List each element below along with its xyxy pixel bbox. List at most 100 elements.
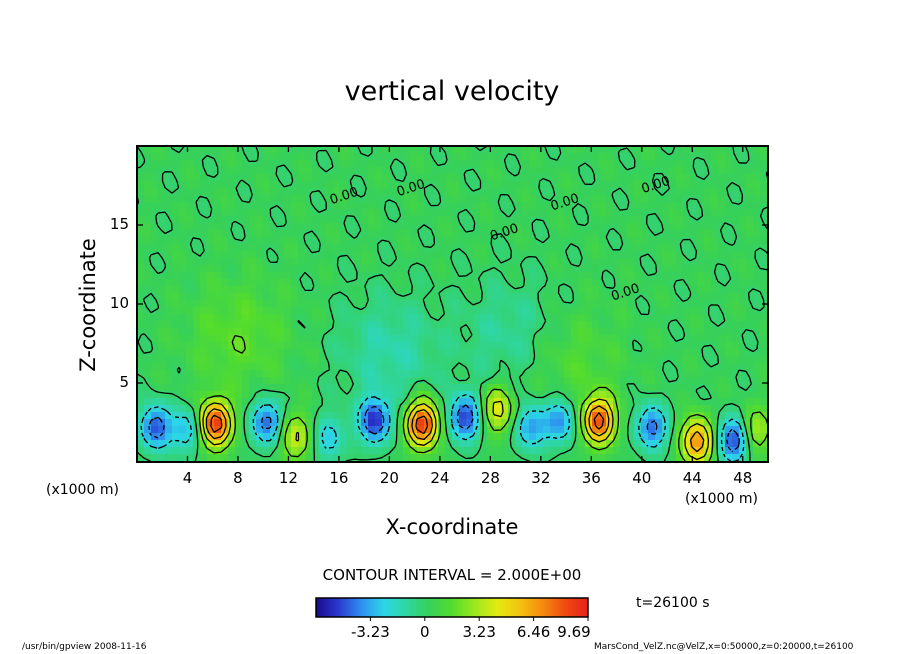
field-cell [578,195,586,203]
field-cell [606,300,614,308]
field-cell [753,188,761,196]
field-cell [382,216,390,224]
field-cell [508,356,516,364]
field-cell [739,153,747,161]
field-cell [347,279,355,287]
field-cell [424,286,432,294]
field-cell [746,258,754,266]
field-cell [473,412,481,420]
field-cell [333,202,341,210]
field-cell [165,272,173,280]
field-cell [725,419,733,427]
field-cell [249,293,257,301]
field-cell [466,321,474,329]
field-cell [137,384,145,392]
field-cell [193,377,201,385]
field-cell [186,174,194,182]
field-cell [557,398,565,406]
field-cell [207,307,215,315]
field-cell [298,265,306,273]
field-cell [361,314,369,322]
field-cell [515,391,523,399]
field-cell [179,363,187,371]
field-cell [228,412,236,420]
field-cell [739,279,747,287]
field-cell [375,370,383,378]
field-cell [396,342,404,350]
field-cell [319,307,327,315]
field-cell [711,209,719,217]
field-cell [291,258,299,266]
field-cell [613,391,621,399]
field-cell [634,153,642,161]
field-cell [662,398,670,406]
field-cell [753,230,761,238]
field-cell [410,391,418,399]
field-cell [676,146,684,154]
field-cell [410,195,418,203]
field-cell [340,314,348,322]
field-cell [291,328,299,336]
field-cell [256,440,264,448]
field-cell [270,335,278,343]
field-cell [417,209,425,217]
field-cell [494,188,502,196]
field-cell [676,251,684,259]
field-cell [550,265,558,273]
field-cell [697,300,705,308]
field-cell [235,160,243,168]
field-cell [676,188,684,196]
field-cell [543,405,551,413]
field-cell [641,202,649,210]
field-cell [662,307,670,315]
field-cell [256,265,264,273]
field-cell [242,181,250,189]
field-cell [613,223,621,231]
field-cell [368,265,376,273]
field-cell [165,265,173,273]
field-cell [424,419,432,427]
field-cell [256,181,264,189]
field-cell [543,433,551,441]
field-cell [746,384,754,392]
field-cell [277,160,285,168]
field-cell [256,384,264,392]
field-cell [375,405,383,413]
field-cell [319,321,327,329]
field-cell [193,293,201,301]
field-cell [158,202,166,210]
field-cell [410,314,418,322]
field-cell [697,433,705,441]
field-cell [578,167,586,175]
field-cell [648,349,656,357]
field-cell [648,293,656,301]
field-cell [620,349,628,357]
field-cell [606,419,614,427]
field-cell [669,321,677,329]
field-cell [718,216,726,224]
field-cell [473,244,481,252]
field-cell [326,314,334,322]
field-cell [662,426,670,434]
field-cell [410,328,418,336]
field-cell [137,272,145,280]
field-cell [746,146,754,154]
field-cell [263,342,271,350]
field-cell [522,433,530,441]
field-cell [543,377,551,385]
field-cell [711,405,719,413]
field-cell [508,328,516,336]
field-cell [207,370,215,378]
field-cell [333,153,341,161]
field-cell [340,447,348,455]
field-cell [235,174,243,182]
field-cell [536,146,544,154]
field-cell [697,356,705,364]
field-cell [284,377,292,385]
field-cell [207,237,215,245]
field-cell [165,328,173,336]
field-cell [641,286,649,294]
field-cell [256,433,264,441]
field-cell [683,363,691,371]
field-cell [438,328,446,336]
